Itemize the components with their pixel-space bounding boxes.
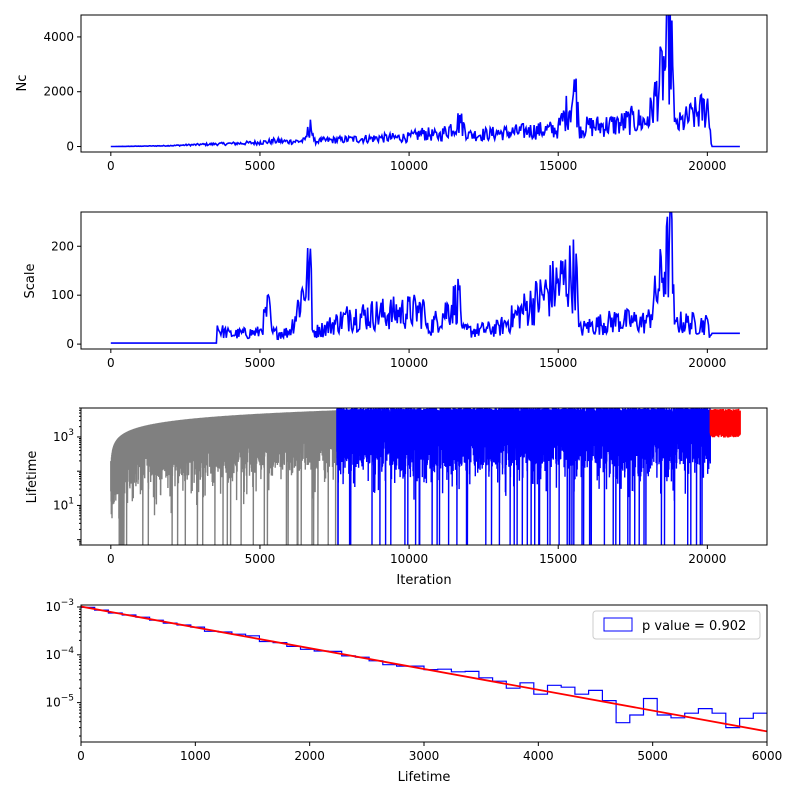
y-tick-label: 0 [66,140,74,154]
panel-lifetime-ylabel: Lifetime [25,451,40,504]
x-tick-label: 10000 [390,356,428,370]
x-tick-label: 4000 [523,749,554,763]
panel-histogram: 0 1000 2000 3000 4000 5000 6000 10−5 10−4 10−3 L… [45,598,782,785]
x-tick-label: 5000 [245,552,276,566]
panel-lifetime-xlabel: Iteration [396,573,451,588]
y-tick-label: 101 [53,496,74,512]
y-tick-label: 10−3 [45,598,74,614]
panel-nc: 0 5000 10000 15000 20000 0 2000 4000 Nc [15,14,768,173]
panel-scale-y-ticks: 0 100 200 [51,239,81,351]
legend-label: p value = 0.902 [642,619,746,634]
x-tick-label: 20000 [688,159,726,173]
panel-scale: 0 5000 10000 15000 20000 0 100 200 Scale [23,211,768,370]
panel-nc-frame [80,14,768,153]
panel-histogram-xlabel: Lifetime [398,770,451,785]
legend-box [592,610,761,640]
panel-scale-frame [80,211,768,350]
panel-lifetime-x-ticks: 0 5000 10000 15000 20000 [107,545,726,566]
panel-scale-series [110,212,740,344]
lifetime-series-0 [110,410,338,545]
panel-nc-ylabel: Nc [15,75,30,92]
x-tick-label: 0 [77,749,85,763]
x-tick-label: 0 [107,159,115,173]
x-tick-label: 6000 [752,749,783,763]
y-tick-label: 0 [66,337,74,351]
panel-nc-x-ticks: 0 5000 10000 15000 20000 [107,152,726,173]
x-tick-label: 5000 [245,356,276,370]
x-tick-label: 0 [107,552,115,566]
fit-line [81,605,767,733]
legend: p value = 0.902 [592,610,761,640]
panel-lifetime-series [110,408,741,545]
legend-swatch [603,617,633,632]
panel-histogram-series [81,605,767,733]
panel-nc-series [110,15,740,148]
panel-scale-series-line-0 [110,212,740,344]
panel-scale-x-ticks: 0 5000 10000 15000 20000 [107,349,726,370]
x-tick-label: 15000 [539,552,577,566]
x-tick-label: 0 [107,356,115,370]
x-tick-label: 20000 [688,552,726,566]
x-tick-label: 20000 [688,356,726,370]
y-tick-label: 4000 [43,30,74,44]
x-tick-label: 10000 [390,552,428,566]
x-tick-label: 5000 [637,749,668,763]
x-tick-label: 15000 [539,356,577,370]
y-tick-label: 103 [53,428,74,444]
y-tick-label: 100 [51,288,74,302]
panel-nc-y-ticks: 0 2000 4000 [43,30,81,154]
panel-scale-ylabel: Scale [23,264,38,299]
x-tick-label: 1000 [180,749,211,763]
lifetime-series-2 [709,408,741,438]
x-tick-label: 10000 [390,159,428,173]
panel-lifetime-y-ticks: 101 103 [53,407,81,546]
y-tick-label: 10−4 [45,646,74,662]
lifetime-series-1 [336,408,711,545]
y-tick-label: 10−5 [45,694,74,710]
panel-lifetime: 0 5000 10000 15000 20000 101 103 Lifetime Ite… [25,407,768,588]
y-tick-label: 2000 [43,85,74,99]
panel-histogram-y-ticks: 10−5 10−4 10−3 [45,598,81,737]
x-tick-label: 2000 [294,749,325,763]
x-tick-label: 15000 [539,159,577,173]
x-tick-label: 5000 [245,159,276,173]
panel-histogram-x-ticks: 0 1000 2000 3000 4000 5000 6000 [77,742,782,763]
y-tick-label: 200 [51,239,74,253]
x-tick-label: 3000 [409,749,440,763]
panel-nc-series-line-0 [110,15,740,148]
